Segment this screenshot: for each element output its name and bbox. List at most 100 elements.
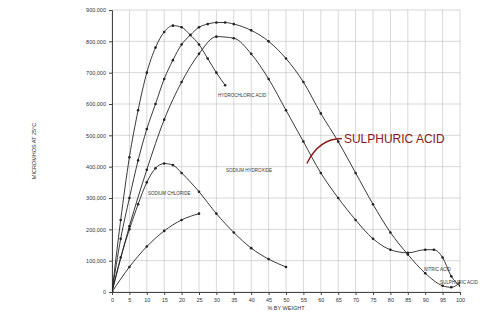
grid-line-x [338,10,339,292]
tick-mark [109,41,112,42]
data-point [250,53,253,56]
tick: 0 [103,289,112,295]
tick-mark [109,73,112,74]
tick-mark [109,104,112,105]
data-point [267,78,270,81]
tick: 600,000 [86,101,112,107]
data-point [233,231,236,234]
data-point [198,53,201,56]
data-point [128,266,131,269]
data-point [163,230,166,233]
tick-mark [109,261,112,262]
series-label: SODIUM CHLORIDE [148,191,191,196]
tick-label: 200,000 [86,227,106,233]
tick: 50 [283,292,289,303]
marks [112,21,460,292]
annotation: SULPHURIC ACID [344,132,445,146]
data-point [337,140,340,143]
grid-line-y [112,166,460,167]
grid-line-y [112,260,460,261]
data-point [250,247,253,250]
tick-mark [408,292,409,295]
tick-label: 55 [301,297,307,303]
series-line [112,26,225,292]
tick: 65 [336,292,342,303]
data-point [119,256,122,259]
tick-mark [147,292,148,295]
tick: 100 [456,292,465,303]
tick-mark [182,292,183,295]
data-point [285,57,288,60]
data-point [146,128,149,131]
grid-line-x [251,10,252,292]
grid-line-x [146,10,147,292]
axis-line [109,11,113,293]
data-point [163,78,166,81]
data-point [233,37,236,40]
data-point [206,57,209,60]
tick-label: 80 [388,297,394,303]
tick-label: 15 [162,297,168,303]
data-point [146,245,149,248]
tick: 0 [111,292,114,303]
tick: 15 [162,292,168,303]
data-point [128,228,131,231]
series-label: SULPHURIC ACID [440,280,479,285]
data-point [206,23,209,26]
tick: 45 [266,292,272,303]
data-point [128,156,131,159]
data-point [137,159,140,162]
tick: 75 [370,292,376,303]
tick-label: 500,000 [86,133,106,139]
grid-line-x [181,10,182,292]
data-point [267,40,270,43]
tick-label: 400,000 [86,164,106,170]
grid-line-x [303,10,304,292]
tick-label: 75 [370,297,376,303]
grid-line-x [407,10,408,292]
tick: 700,000 [86,70,112,76]
grid [112,10,460,292]
grid-line-x [425,10,426,292]
data-point [180,172,183,175]
data-point [354,219,357,222]
data-point [128,197,131,200]
tick: 80 [388,292,394,303]
data-point [389,231,392,234]
data-point [302,81,305,84]
tick-mark [109,229,112,230]
data-point [163,162,166,165]
grid-line-x [268,10,269,292]
tick-mark [321,292,322,295]
tick: 20 [179,292,185,303]
tick-label: 70 [353,297,359,303]
grid-line-x [373,10,374,292]
data-point [137,109,140,112]
series-line [112,37,460,292]
data-point [302,140,305,143]
data-point [112,291,113,292]
data-point [354,172,357,175]
data-point [119,237,122,240]
tick: 90 [423,292,429,303]
data-point [233,23,236,26]
grid-line-y [112,104,460,105]
tick-label: 100 [456,297,465,303]
series-label: NITRIC ACID [424,267,452,272]
grid-line-x [164,10,165,292]
tick-mark [164,292,165,295]
grid-line-x [233,10,234,292]
data-point [180,219,183,222]
grid-line-x [199,10,200,292]
grid-line-x [442,10,443,292]
tick: 500,000 [86,133,112,139]
tick: 5 [128,292,131,303]
data-point [424,248,427,251]
tick-label: 60 [318,297,324,303]
data-point [337,197,340,200]
tick-mark [109,135,112,136]
data-point [450,275,453,278]
tick: 300,000 [86,195,112,201]
tick-label: 0 [111,297,114,303]
tick-mark [303,292,304,295]
